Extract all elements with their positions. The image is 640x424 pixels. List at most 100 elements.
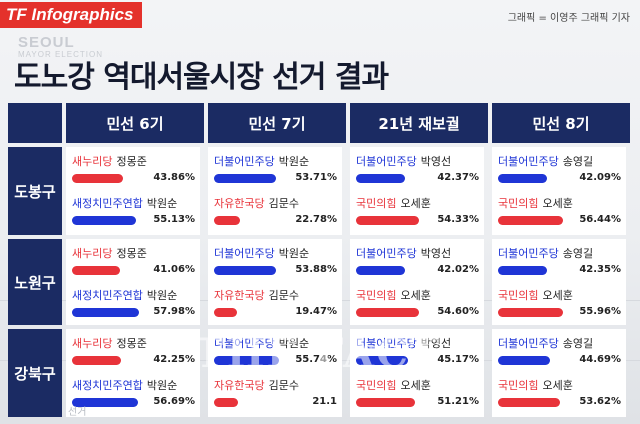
results-table: 민선 6기 민선 7기 21년 재보궐 민선 8기 도봉구 새누리당 정몽준 43.86% 새정… [8, 103, 636, 419]
candidate-line: 더불어민주당 송영길 [498, 245, 593, 261]
candidate-line: 새정치민주연합 박원순 [72, 195, 177, 211]
header-corner [8, 103, 62, 143]
vote-share-label: 56.44% [579, 214, 621, 225]
candidate-name: 송영길 [562, 337, 594, 350]
row-label: 강북구 [8, 329, 62, 417]
candidate-name: 박원순 [146, 197, 178, 210]
party-name: 더불어민주당 [498, 155, 559, 168]
party-name: 국민의힘 [356, 289, 397, 302]
result-cell: 더불어민주당 박영선 42.37% 국민의힘 오세훈 54.33% [350, 147, 484, 235]
result-cell: 더불어민주당 박원순 53.71% 자유한국당 김문수 22.78% [208, 147, 342, 235]
candidate-name: 송영길 [562, 155, 594, 168]
candidate-name: 박원순 [146, 289, 178, 302]
candidate-line: 자유한국당 김문수 [214, 195, 299, 211]
candidate-line: 국민의힘 오세훈 [498, 377, 573, 393]
vote-share-label: 44.69% [579, 354, 621, 365]
candidate-line: 새정치민주연합 박원순 [72, 287, 177, 303]
seoul-watermark: SEOUL MAYOR ELECTION [18, 34, 103, 59]
party-name: 더불어민주당 [214, 337, 275, 350]
vote-share-bar [498, 216, 563, 225]
party-name: 국민의힘 [498, 379, 539, 392]
result-cell: 새누리당 정몽준 43.86% 새정치민주연합 박원순 55.13% [66, 147, 200, 235]
background-text: 선거 [68, 407, 87, 418]
vote-share-bar [214, 356, 279, 365]
vote-share-label: 42.02% [437, 264, 479, 275]
vote-share-bar [498, 174, 547, 183]
vote-share-label: 54.33% [437, 214, 479, 225]
candidate-name: 박원순 [278, 247, 310, 260]
vote-share-bar [356, 356, 408, 365]
party-name: 국민의힘 [356, 379, 397, 392]
vote-share-label: 41.06% [153, 264, 195, 275]
result-cell: 더불어민주당 박영선 42.02% 국민의힘 오세훈 54.60% [350, 239, 484, 325]
vote-share-bar [72, 174, 123, 183]
party-name: 자유한국당 [214, 379, 265, 392]
vote-share-label: 55.74% [295, 354, 337, 365]
party-name: 국민의힘 [356, 197, 397, 210]
candidate-name: 김문수 [268, 379, 299, 392]
vote-share-bar [498, 308, 563, 317]
seoul-watermark-title: SEOUL [18, 34, 75, 51]
party-name: 더불어민주당 [214, 247, 275, 260]
vote-share-bar [72, 356, 121, 365]
vote-share-label: 57.98% [153, 306, 195, 317]
result-cell: 새누리당 정몽준 41.06% 새정치민주연합 박원순 57.98% [66, 239, 200, 325]
result-cell: 새누리당 정몽준 42.25% 새정치민주연합 박원순 56.69% [66, 329, 200, 417]
vote-share-bar [72, 308, 139, 317]
column-header: 민선 7기 [208, 103, 346, 143]
candidate-line: 새누리당 정몽준 [72, 153, 147, 169]
vote-share-bar [214, 398, 238, 407]
candidate-name: 오세훈 [400, 289, 431, 302]
candidate-line: 더불어민주당 박원순 [214, 335, 309, 351]
vote-share-label: 42.09% [579, 172, 621, 183]
candidate-name: 박원순 [146, 379, 178, 392]
vote-share-label: 21.1 [312, 396, 337, 407]
party-name: 더불어민주당 [356, 247, 417, 260]
party-name: 새정치민주연합 [72, 379, 143, 392]
vote-share-label: 22.78% [295, 214, 337, 225]
row-label: 노원구 [8, 239, 62, 325]
tf-site-watermark: TF.CO.KR [368, 345, 413, 356]
candidate-line: 새누리당 정몽준 [72, 335, 147, 351]
candidate-name: 박원순 [278, 337, 310, 350]
vote-share-bar [356, 398, 415, 407]
party-name: 국민의힘 [498, 197, 539, 210]
vote-share-bar [72, 216, 136, 225]
candidate-line: 자유한국당 김문수 [214, 377, 299, 393]
candidate-line: 더불어민주당 박영선 [356, 245, 451, 261]
candidate-line: 더불어민주당 송영길 [498, 153, 593, 169]
vote-share-label: 53.62% [579, 396, 621, 407]
result-cell: 더불어민주당 박영선 45.17% 국민의힘 오세훈 51.21% [350, 329, 484, 417]
row-label: 도봉구 [8, 147, 62, 235]
candidate-name: 박원순 [278, 155, 310, 168]
candidate-line: 국민의힘 오세훈 [356, 287, 431, 303]
candidate-line: 국민의힘 오세훈 [498, 195, 573, 211]
party-name: 더불어민주당 [498, 337, 559, 350]
page-title: 도노강 역대서울시장 선거 결과 [14, 60, 389, 95]
vote-share-bar [356, 216, 419, 225]
candidate-name: 박영선 [420, 247, 452, 260]
column-header: 21년 재보궐 [350, 103, 488, 143]
party-name: 자유한국당 [214, 197, 265, 210]
candidate-name: 박영선 [420, 337, 452, 350]
candidate-line: 더불어민주당 송영길 [498, 335, 593, 351]
party-name: 자유한국당 [214, 289, 265, 302]
candidate-line: 자유한국당 김문수 [214, 287, 299, 303]
party-name: 새정치민주연합 [72, 197, 143, 210]
candidate-name: 정몽준 [116, 247, 147, 260]
result-cell: 더불어민주당 송영길 42.09% 국민의힘 오세훈 56.44% [492, 147, 626, 235]
vote-share-label: 55.13% [153, 214, 195, 225]
vote-share-label: 19.47% [295, 306, 337, 317]
vote-share-label: 55.96% [579, 306, 621, 317]
party-name: 새누리당 [72, 247, 113, 260]
seoul-watermark-subtitle: MAYOR ELECTION [18, 50, 103, 59]
vote-share-bar [356, 266, 405, 275]
vote-share-label: 56.69% [153, 396, 195, 407]
column-header: 민선 8기 [492, 103, 630, 143]
party-name: 더불어민주당 [356, 155, 417, 168]
vote-share-bar [356, 174, 405, 183]
vote-share-label: 42.37% [437, 172, 479, 183]
party-name: 국민의힘 [498, 289, 539, 302]
vote-share-bar [214, 174, 276, 183]
vote-share-label: 43.86% [153, 172, 195, 183]
